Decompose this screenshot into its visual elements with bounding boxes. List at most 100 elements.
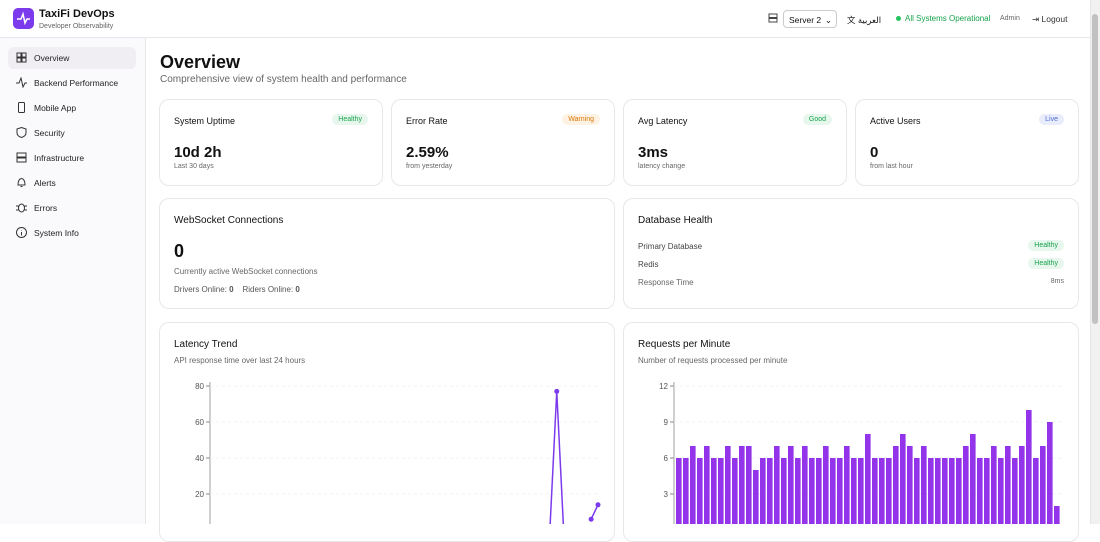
stat-value: 0 [870,144,879,161]
websocket-card: WebSocket Connections 0 Currently active… [159,198,615,309]
server-icon [768,13,778,23]
nav-item[interactable]: Overview [8,47,136,69]
card-title: Requests per Minute [638,339,731,350]
bar [998,458,1004,524]
nav-label: Security [34,128,65,138]
nav-item[interactable]: Alerts [8,172,136,194]
nav-item[interactable]: Infrastructure [8,147,136,169]
stat-card: Active Users Live 0 from last hour [855,99,1079,186]
nav-item[interactable]: Mobile App [8,97,136,119]
bar [1019,446,1025,524]
card-title: Database Health [638,215,713,226]
bar [690,446,696,524]
nav-label: Backend Performance [34,78,119,88]
bar [1033,458,1039,524]
bar [830,458,836,524]
bar [942,458,948,524]
scrollbar-thumb[interactable] [1092,14,1098,324]
language: العربية [857,15,882,25]
nav-label: Mobile App [34,103,77,113]
bar [963,446,969,524]
db-label: Primary Database [638,242,703,251]
stat-note: latency change [638,163,686,170]
data-point [595,502,601,508]
websocket-description: Currently active WebSocket connections [174,267,318,276]
stat-badge: Good [802,114,832,125]
bar [1040,446,1046,524]
db-status: Healthy [1028,240,1064,251]
bar [760,458,766,524]
bar [1047,422,1053,524]
logout-button[interactable]: ⇥ Logout [1032,14,1068,24]
sidebar: Overview Backend Performance Mobile App … [0,38,146,524]
server-select[interactable]: Server 2 ⌄ [783,10,837,28]
data-point [588,516,594,522]
bar [893,446,899,524]
data-point [554,388,560,394]
nav-label: Alerts [34,178,56,188]
stat-label: Active Users [870,116,921,126]
bar [970,434,976,524]
card-title: Latency Trend [174,339,238,350]
bar [781,458,787,524]
bar [851,458,857,524]
stat-card: Error Rate Warning 2.59% from yesterday [391,99,615,186]
logout-label: Logout [1041,14,1068,24]
page-subtitle: Comprehensive view of system health and … [160,74,407,85]
card-title: WebSocket Connections [174,215,284,226]
stat-value: 3ms [638,144,669,161]
latency-chart: 20 40 60 80 [195,382,601,524]
y-tick-label: 40 [195,454,204,463]
bar [977,458,983,524]
stat-label: Error Rate [406,116,448,126]
bar [935,458,941,524]
y-tick-label: 3 [664,490,669,499]
app-subtitle: Developer Observability [39,23,114,30]
requests-chart: 3 6 9 12 [659,382,1064,524]
bar [1054,506,1060,524]
bar [718,458,724,524]
stat-label: System Uptime [174,116,236,126]
db-status: Healthy [1028,258,1064,269]
y-tick-label: 60 [195,418,204,427]
bar [746,446,752,524]
websocket-count: 0 [174,241,185,261]
stat-badge: Live [1039,114,1064,125]
page-title: Overview [160,52,241,72]
y-tick-label: 20 [195,490,204,499]
stat-label: Avg Latency [638,116,688,126]
language-switch[interactable]: 文 العربية [847,15,882,25]
card-subtitle: Number of requests processed per minute [638,356,788,365]
bar [676,458,682,524]
bar [872,458,878,524]
bar [739,446,745,524]
bar [823,446,829,524]
nav-item[interactable]: Security [8,122,136,144]
bar [788,446,794,524]
stat-badge: Healthy [332,114,368,125]
bar [900,434,906,524]
bar [809,458,815,524]
riders-count: 0 [295,285,300,294]
nav-item[interactable]: Errors [8,197,136,219]
bar [725,446,731,524]
bar [956,458,962,524]
db-label: Redis [638,260,659,269]
drivers-label: Drivers Online: [174,285,227,294]
drivers-count: 0 [229,285,234,294]
bar [907,446,913,524]
bar [1026,410,1032,524]
nav-item[interactable]: Backend Performance [8,72,136,94]
stat-card: Avg Latency Good 3ms latency change [623,99,847,186]
bar [753,470,759,524]
nav-label: Errors [34,203,58,213]
bar [774,446,780,524]
bar [711,458,717,524]
nav-item[interactable]: System Info [8,222,136,244]
stat-value: 10d 2h [174,144,222,161]
stat-note: from yesterday [406,163,453,170]
bar [921,446,927,524]
server-name: Server 2 [789,15,822,25]
nav-label: System Info [34,228,79,238]
bar [816,458,822,524]
